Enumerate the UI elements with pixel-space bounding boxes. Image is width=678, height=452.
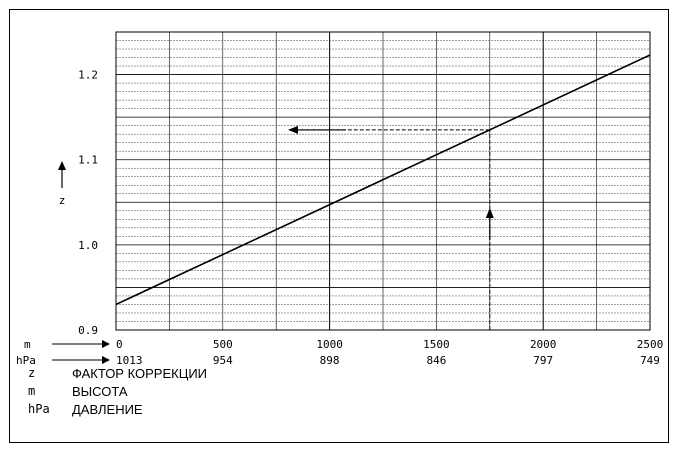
example-left-arrow-head xyxy=(288,125,298,134)
x-tick-label-m: 1000 xyxy=(316,338,343,351)
series-line xyxy=(115,54,651,306)
y-axis-arrow-head xyxy=(58,161,66,170)
x-tick-label-m: 500 xyxy=(213,338,233,351)
x-tick-label-hpa: 846 xyxy=(426,354,446,367)
x-tick-label-m: 2500 xyxy=(637,338,664,351)
y-tick-label: 1.0 xyxy=(78,239,98,252)
chart-frame: 0.9 1.0 1.1 1.2 0 500 1000 1500 2000 2500 1013 954… xyxy=(9,9,669,443)
x-axis-hpa-label: hPa xyxy=(16,354,36,367)
legend: z ФАКТОР КОРРЕКЦИИ m ВЫСОТА hPa ДАВЛЕНИЕ xyxy=(28,366,428,446)
x-axis-ticks: 0 500 1000 1500 2000 2500 1013 954 898 846 797 749 xyxy=(116,338,663,367)
grid-major-lines xyxy=(116,32,650,330)
hpa-arrow-head xyxy=(102,356,110,364)
series-layer xyxy=(115,54,651,306)
x-tick-label-hpa: 1013 xyxy=(116,354,143,367)
y-axis-label: z xyxy=(59,194,66,207)
legend-key: m xyxy=(28,384,36,398)
x-tick-label-hpa: 898 xyxy=(320,354,340,367)
legend-text: ВЫСОТА xyxy=(72,384,128,399)
m-arrow-head xyxy=(102,340,110,348)
legend-text: ДАВЛЕНИЕ xyxy=(72,402,143,417)
x-tick-label-hpa: 749 xyxy=(640,354,660,367)
x-tick-label-m: 1500 xyxy=(423,338,450,351)
legend-key: hPa xyxy=(28,402,50,416)
legend-key: z xyxy=(28,366,36,380)
example-guide xyxy=(288,125,494,330)
y-tick-label: 1.2 xyxy=(78,69,98,82)
example-up-arrow-head xyxy=(485,208,494,218)
x-tick-label-m: 2000 xyxy=(530,338,557,351)
x-tick-label-hpa: 797 xyxy=(533,354,553,367)
axis-labels: z m hPa xyxy=(16,161,110,367)
y-tick-label: 1.1 xyxy=(78,154,98,167)
plot-border xyxy=(115,31,651,331)
legend-text: ФАКТОР КОРРЕКЦИИ xyxy=(72,366,208,381)
correction-factor-chart: 0.9 1.0 1.1 1.2 0 500 1000 1500 2000 2500 1013 954… xyxy=(16,31,663,367)
x-axis-m-label: m xyxy=(24,338,31,351)
grid-minor-lines xyxy=(116,32,650,330)
y-tick-label: 0.9 xyxy=(78,324,98,337)
x-tick-label-m: 0 xyxy=(116,338,123,351)
x-tick-label-hpa: 954 xyxy=(213,354,233,367)
y-axis-ticks: 0.9 1.0 1.1 1.2 xyxy=(78,69,98,337)
